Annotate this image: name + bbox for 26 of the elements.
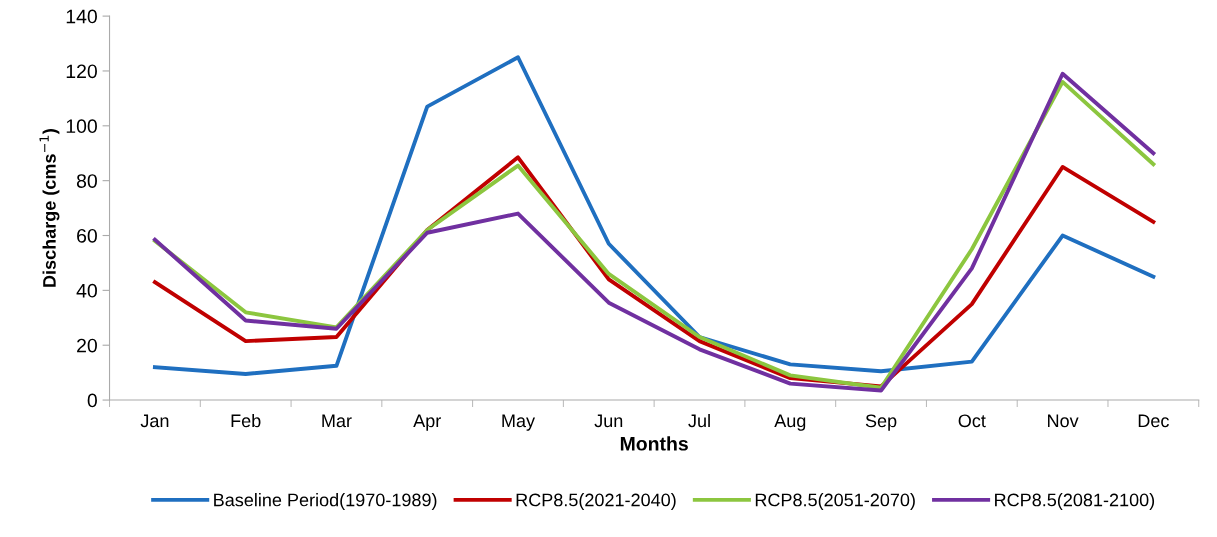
y-tick-label: 100 [66, 119, 97, 134]
y-axis-title: Discharge (cms$^{−1}$) [39, 129, 60, 287]
x-tick-label: Dec [1138, 414, 1169, 428]
x-tick-label: Jan [140, 414, 169, 428]
y-tick-label: 80 [76, 174, 97, 188]
x-tick-label: Jul [688, 413, 710, 428]
x-tick-label: Aug [774, 414, 806, 431]
y-tick-label: 140 [66, 9, 97, 24]
x-tick-label: Feb [231, 413, 261, 428]
y-tick-label: 120 [66, 64, 97, 79]
legend-label: RCP8.5(2081-2100) [995, 493, 1155, 510]
x-tick-label: May [502, 414, 536, 431]
x-axis-title: Months [620, 436, 688, 451]
x-tick-label: Jun [594, 414, 623, 428]
y-tick-label: 60 [77, 228, 97, 243]
x-tick-label: Sep [865, 414, 897, 431]
y-tick-label: 0 [87, 393, 97, 408]
legend-label: RCP8.5(2051-2070) [755, 493, 915, 510]
x-tick-label: Nov [1048, 414, 1079, 428]
legend-label: RCP8.5(2021-2040) [516, 493, 676, 510]
x-tick-label: Mar [322, 414, 352, 428]
x-tick-label: Apr [413, 414, 441, 431]
legend-label: Baseline Period(1970-1989) [214, 493, 437, 510]
x-tick-label: Oct [958, 414, 986, 428]
y-tick-label: 40 [76, 283, 97, 298]
y-tick-label: 20 [77, 338, 97, 353]
